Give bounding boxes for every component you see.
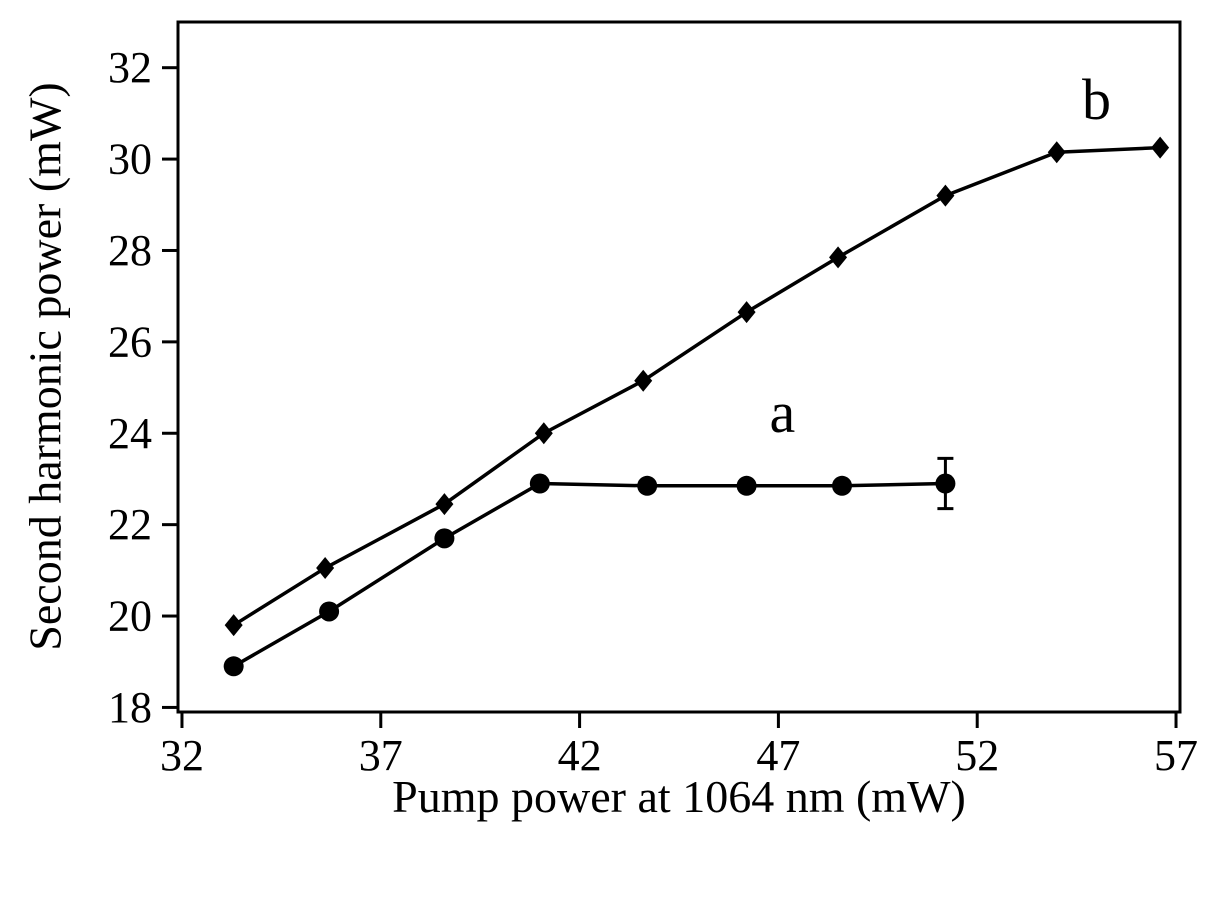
series-b-line — [232, 145, 1161, 627]
series-a-point — [434, 528, 455, 549]
x-tick-label: 47 — [756, 731, 800, 780]
y-tick-label: 24 — [108, 409, 152, 458]
series-a-point — [319, 601, 340, 622]
series-a-point — [637, 475, 658, 496]
y-tick-label: 32 — [108, 43, 152, 92]
x-tick-label: 42 — [558, 731, 602, 780]
y-tick-label: 20 — [108, 592, 152, 641]
x-tick-label: 52 — [955, 731, 999, 780]
y-tick-label: 22 — [108, 500, 152, 549]
x-tick-label: 57 — [1154, 731, 1198, 780]
series-b-point — [316, 557, 335, 580]
plot-frame — [176, 20, 1182, 714]
series-b-point — [936, 184, 955, 207]
series-a-point — [223, 656, 244, 677]
y-tick-label: 26 — [108, 317, 152, 366]
y-tick-label: 30 — [108, 135, 152, 184]
series-a-point — [529, 473, 550, 494]
x-tick-label: 37 — [359, 731, 403, 780]
series-a-point — [736, 475, 757, 496]
series-b-point — [737, 301, 756, 324]
series-b-point — [534, 422, 553, 445]
series-a-label: a — [770, 380, 796, 445]
x-tick-label: 32 — [160, 731, 204, 780]
series-a-point — [935, 473, 956, 494]
series-b-point — [1151, 136, 1170, 159]
series-b-point — [1047, 141, 1066, 164]
y-tick-label: 18 — [108, 683, 152, 732]
series-b-point — [829, 246, 848, 269]
series-b-point — [634, 369, 653, 392]
x-axis-title: Pump power at 1064 nm (mW) — [392, 771, 966, 822]
series-b-label: b — [1082, 67, 1111, 132]
y-axis-title: Second harmonic power (mW) — [19, 82, 71, 651]
series-b-point — [435, 493, 454, 516]
series-a-point — [832, 475, 853, 496]
y-tick-label: 28 — [108, 226, 152, 275]
series-a-line — [232, 481, 946, 668]
series-b-point — [224, 614, 243, 637]
